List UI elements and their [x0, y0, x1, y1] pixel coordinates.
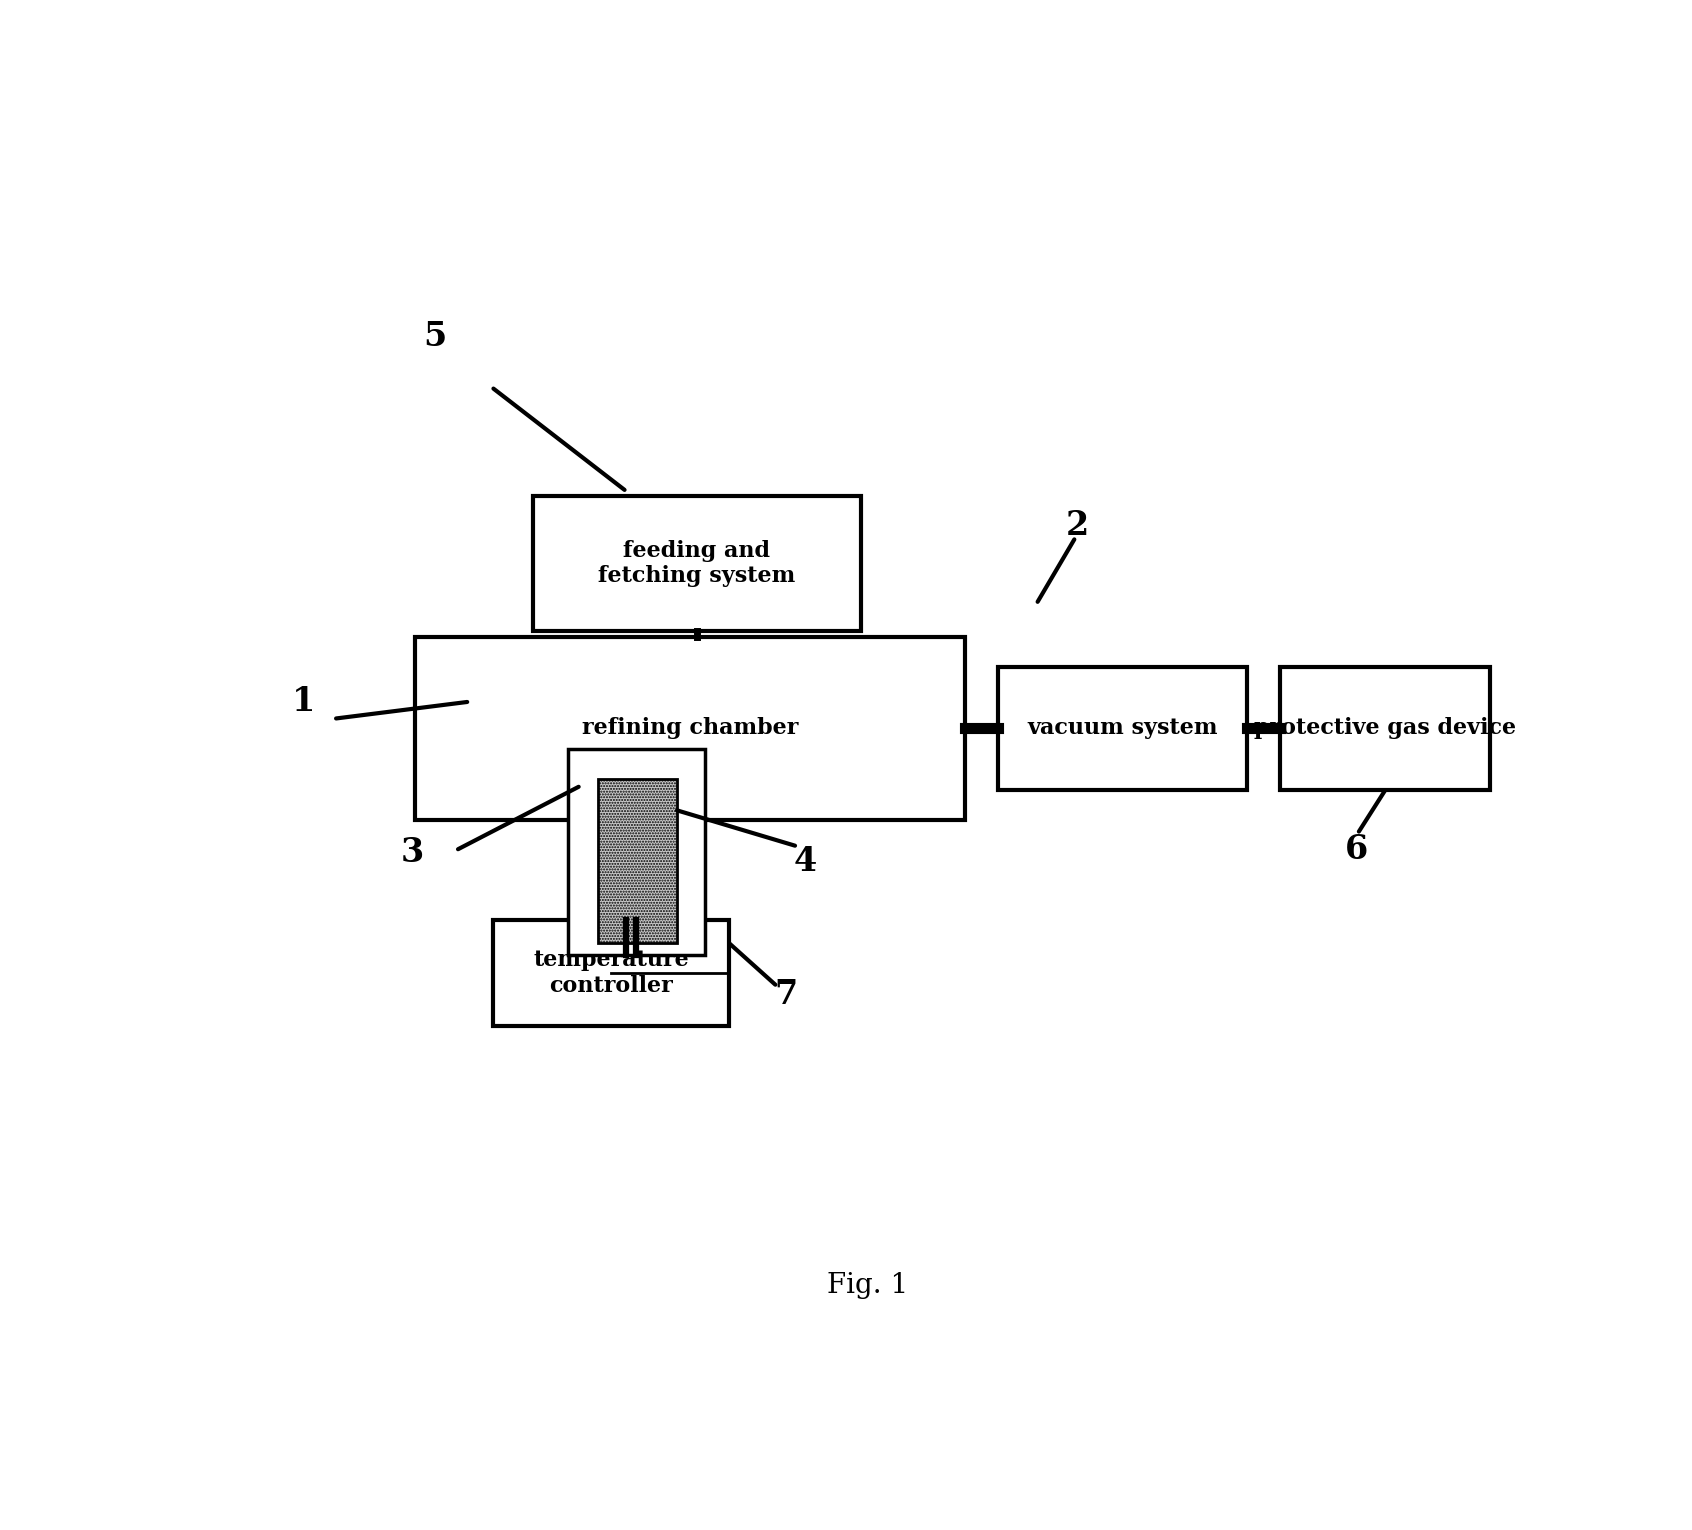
Text: feeding and
fetching system: feeding and fetching system [597, 540, 795, 588]
Text: 4: 4 [794, 845, 817, 878]
Text: 3: 3 [401, 837, 423, 869]
Text: 5: 5 [423, 320, 447, 353]
Text: Fig. 1: Fig. 1 [826, 1271, 909, 1299]
Text: 1: 1 [291, 685, 315, 719]
Bar [494, 920, 729, 1027]
Bar [599, 779, 677, 944]
Bar [1281, 667, 1491, 791]
Text: refining chamber: refining chamber [582, 718, 799, 739]
Bar [998, 667, 1247, 791]
Text: protective gas device: protective gas device [1254, 718, 1516, 739]
Text: temperature
controller: temperature controller [533, 949, 689, 996]
Text: vacuum system: vacuum system [1027, 718, 1218, 739]
Bar [533, 496, 861, 632]
Text: 6: 6 [1345, 832, 1367, 866]
Text: 7: 7 [775, 978, 797, 1011]
Bar [415, 636, 966, 820]
Bar [569, 750, 704, 955]
Text: 2: 2 [1066, 509, 1088, 542]
